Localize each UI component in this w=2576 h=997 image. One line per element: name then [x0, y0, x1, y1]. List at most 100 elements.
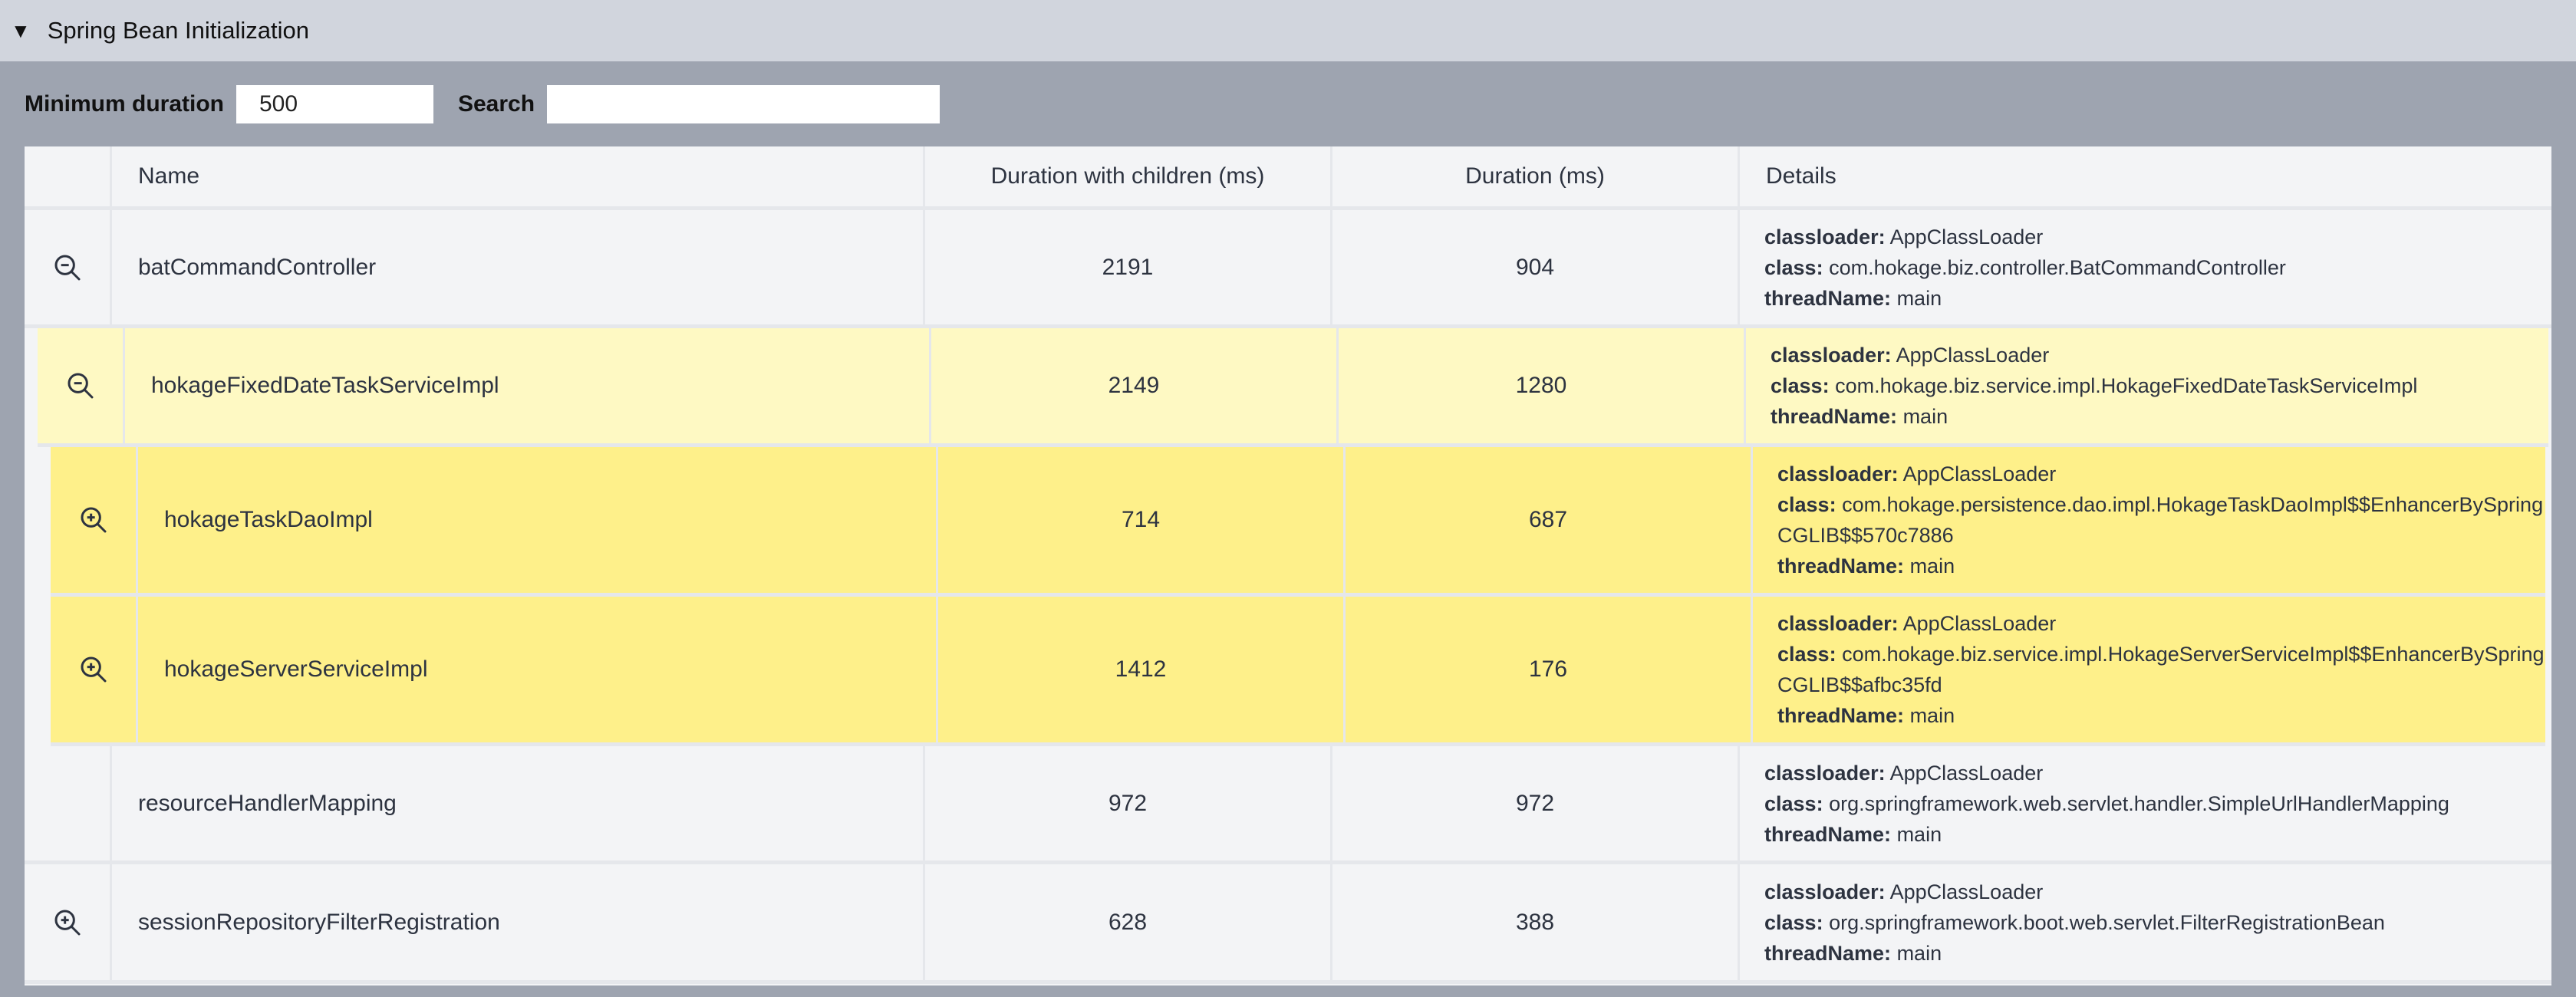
- detail-value: com.hokage.persistence.dao.impl.HokageTa…: [1777, 493, 2544, 547]
- bean-name: sessionRepositoryFilterRegistration: [112, 864, 925, 980]
- detail-class: class: com.hokage.biz.service.impl.Hokag…: [1777, 639, 2545, 700]
- triangle-down-icon[interactable]: ▼: [11, 18, 31, 42]
- bean-name: hokageServerServiceImpl: [138, 597, 938, 742]
- expand-toggle[interactable]: [51, 447, 138, 593]
- zoom-in-icon[interactable]: [78, 654, 109, 685]
- detail-classloader: classloader: AppClassLoader: [1771, 340, 2548, 370]
- details: classloader: AppClassLoader class: com.ho…: [1740, 210, 2551, 324]
- zoom-in-icon[interactable]: [78, 505, 109, 535]
- bean-name: hokageTaskDaoImpl: [138, 447, 938, 593]
- duration: 176: [1346, 597, 1753, 742]
- bean-name: resourceHandlerMapping: [112, 746, 925, 860]
- detail-thread: threadName: main: [1771, 401, 2548, 432]
- detail-key: class:: [1771, 374, 1830, 397]
- detail-key: threadName:: [1777, 554, 1905, 577]
- duration-with-children: 628: [925, 864, 1332, 980]
- detail-key: threadName:: [1764, 286, 1892, 310]
- detail-key: class:: [1777, 493, 1836, 516]
- detail-key: threadName:: [1777, 704, 1905, 727]
- details: classloader: AppClassLoader class: org.sp…: [1740, 746, 2551, 860]
- expand-toggle: [25, 746, 112, 860]
- duration-with-children: 972: [925, 746, 1332, 860]
- table-row[interactable]: hokageServerServiceImpl 1412 176 classloade…: [51, 597, 2545, 746]
- detail-value: org.springframework.boot.web.servlet.Fil…: [1829, 910, 2385, 934]
- detail-value: AppClassLoader: [1889, 761, 2044, 785]
- bean-table: Name Duration with children (ms) Duratio…: [25, 146, 2551, 985]
- detail-key: classloader:: [1771, 344, 1892, 367]
- table-row[interactable]: sessionRepositoryFilterRegistration 628 38…: [25, 864, 2551, 984]
- expand-toggle[interactable]: [51, 597, 138, 742]
- duration-with-children: 2149: [931, 328, 1339, 443]
- detail-class: class: com.hokage.biz.controller.BatComm…: [1764, 252, 2551, 283]
- detail-thread: threadName: main: [1764, 938, 2551, 969]
- bean-name: hokageFixedDateTaskServiceImpl: [125, 328, 931, 443]
- duration: 388: [1332, 864, 1740, 980]
- detail-classloader: classloader: AppClassLoader: [1777, 459, 2545, 489]
- zoom-out-icon[interactable]: [65, 370, 96, 401]
- detail-key: threadName:: [1764, 822, 1892, 846]
- table-row[interactable]: hokageTaskDaoImpl 714 687 classloader: AppC…: [51, 447, 2545, 597]
- detail-value: com.hokage.biz.service.impl.HokageServer…: [1777, 643, 2545, 696]
- detail-value: AppClassLoader: [1889, 225, 2044, 248]
- detail-value: main: [1896, 822, 1942, 846]
- min-duration-label: Minimum duration: [25, 91, 224, 117]
- section-header[interactable]: ▼ Spring Bean Initialization: [0, 0, 2576, 61]
- detail-classloader: classloader: AppClassLoader: [1777, 608, 2545, 639]
- detail-key: classloader:: [1764, 880, 1886, 903]
- detail-key: class:: [1764, 791, 1823, 815]
- detail-key: classloader:: [1777, 612, 1899, 635]
- detail-key: classloader:: [1764, 225, 1886, 248]
- table-row[interactable]: resourceHandlerMapping 972 972 classloader:…: [25, 746, 2551, 864]
- details: classloader: AppClassLoader class: com.ho…: [1753, 447, 2545, 593]
- header-icon-col: [25, 146, 112, 206]
- detail-thread: threadName: main: [1777, 551, 2545, 581]
- detail-value: org.springframework.web.servlet.handler.…: [1829, 791, 2449, 815]
- detail-key: class:: [1764, 255, 1823, 279]
- section-title: Spring Bean Initialization: [47, 17, 309, 44]
- detail-value: AppClassLoader: [1889, 880, 2044, 903]
- detail-classloader: classloader: AppClassLoader: [1764, 222, 2551, 252]
- zoom-in-icon[interactable]: [52, 907, 83, 938]
- header-duration-with-children[interactable]: Duration with children (ms): [925, 146, 1332, 206]
- expand-toggle[interactable]: [25, 210, 112, 324]
- search-input[interactable]: [547, 85, 940, 123]
- table-header: Name Duration with children (ms) Duratio…: [25, 146, 2551, 210]
- expand-toggle[interactable]: [25, 864, 112, 980]
- detail-key: threadName:: [1764, 941, 1892, 965]
- detail-thread: threadName: main: [1764, 283, 2551, 314]
- header-name[interactable]: Name: [112, 146, 925, 206]
- detail-value: AppClassLoader: [1896, 344, 2050, 367]
- table-row[interactable]: hokageFixedDateTaskServiceImpl 2149 1280 cl…: [38, 328, 2548, 447]
- detail-value: main: [1909, 554, 1955, 577]
- zoom-out-icon[interactable]: [52, 252, 83, 283]
- bean-name: batCommandController: [112, 210, 925, 324]
- header-details: Details: [1766, 163, 1836, 189]
- duration: 687: [1346, 447, 1753, 593]
- detail-class: class: com.hokage.persistence.dao.impl.H…: [1777, 489, 2545, 551]
- detail-thread: threadName: main: [1764, 819, 2551, 850]
- detail-value: main: [1909, 704, 1955, 727]
- min-duration-input[interactable]: [236, 85, 433, 123]
- detail-class: class: org.springframework.web.servlet.h…: [1764, 788, 2551, 819]
- table-row[interactable]: batCommandController 2191 904 classloader: …: [25, 210, 2551, 328]
- detail-value: AppClassLoader: [1902, 462, 2057, 485]
- duration: 904: [1332, 210, 1740, 324]
- search-label: Search: [457, 91, 535, 117]
- filters-bar: Minimum duration Search: [25, 85, 940, 123]
- duration: 972: [1332, 746, 1740, 860]
- duration: 1280: [1339, 328, 1746, 443]
- expand-toggle[interactable]: [38, 328, 125, 443]
- detail-class: class: org.springframework.boot.web.serv…: [1764, 907, 2551, 938]
- duration-with-children: 2191: [925, 210, 1332, 324]
- detail-thread: threadName: main: [1777, 700, 2545, 731]
- detail-key: class:: [1777, 643, 1836, 666]
- detail-value: main: [1896, 941, 1942, 965]
- detail-value: com.hokage.biz.controller.BatCommandCont…: [1829, 255, 2286, 279]
- detail-key: classloader:: [1777, 462, 1899, 485]
- duration-with-children: 1412: [938, 597, 1346, 742]
- detail-classloader: classloader: AppClassLoader: [1764, 758, 2551, 788]
- detail-key: classloader:: [1764, 761, 1886, 785]
- detail-class: class: com.hokage.biz.service.impl.Hokag…: [1771, 370, 2548, 401]
- details: classloader: AppClassLoader class: org.sp…: [1740, 864, 2551, 980]
- header-duration[interactable]: Duration (ms): [1332, 146, 1740, 206]
